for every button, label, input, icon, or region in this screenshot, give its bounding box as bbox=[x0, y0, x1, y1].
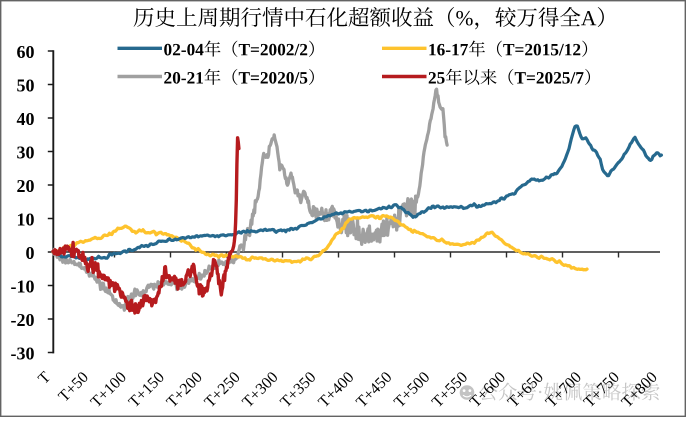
svg-text:-30: -30 bbox=[11, 344, 35, 364]
svg-text:50: 50 bbox=[17, 76, 35, 96]
svg-text:0: 0 bbox=[26, 243, 35, 263]
svg-text:30: 30 bbox=[17, 143, 35, 163]
svg-text:20: 20 bbox=[17, 176, 35, 196]
svg-text:-20: -20 bbox=[11, 310, 35, 330]
svg-text:40: 40 bbox=[17, 109, 35, 129]
svg-text:60: 60 bbox=[17, 42, 35, 62]
svg-text:-10: -10 bbox=[11, 277, 35, 297]
svg-text:10: 10 bbox=[17, 210, 35, 230]
